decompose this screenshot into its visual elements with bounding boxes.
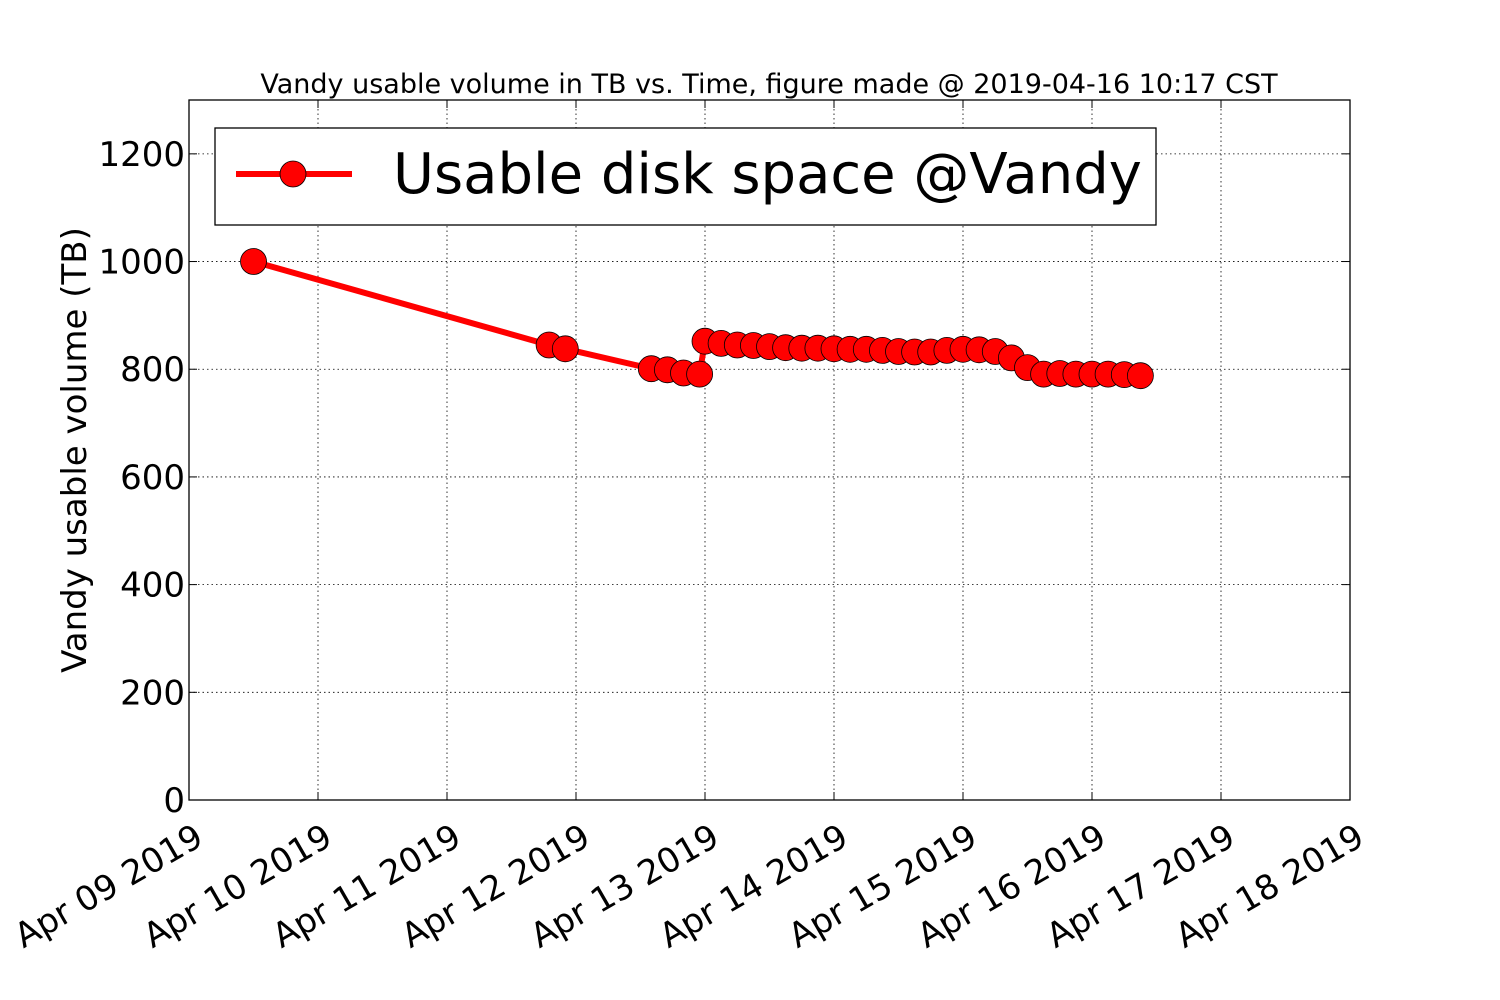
series-layer — [240, 248, 1154, 390]
y-tick-label: 600 — [120, 458, 185, 498]
y-tick-label: 1000 — [98, 243, 185, 283]
y-tick-label: 200 — [120, 673, 185, 713]
y-tick-label: 1200 — [98, 135, 185, 175]
legend: Usable disk space @Vandy — [214, 127, 1157, 226]
legend-label: Usable disk space @Vandy — [393, 142, 1142, 207]
chart-title: Vandy usable volume in TB vs. Time, figu… — [260, 69, 1278, 100]
data-point — [1127, 362, 1154, 390]
y-tick-label: 0 — [163, 781, 185, 821]
data-point — [551, 335, 579, 363]
legend-frame — [214, 127, 1157, 226]
data-point — [240, 248, 267, 275]
data-point — [686, 360, 713, 388]
legend-marker — [279, 160, 307, 188]
plot-frame — [188, 99, 1351, 801]
y-axis-label: Vandy usable volume (TB) — [55, 227, 95, 673]
y-tick-label: 800 — [120, 350, 185, 390]
y-tick-label: 400 — [120, 566, 185, 606]
